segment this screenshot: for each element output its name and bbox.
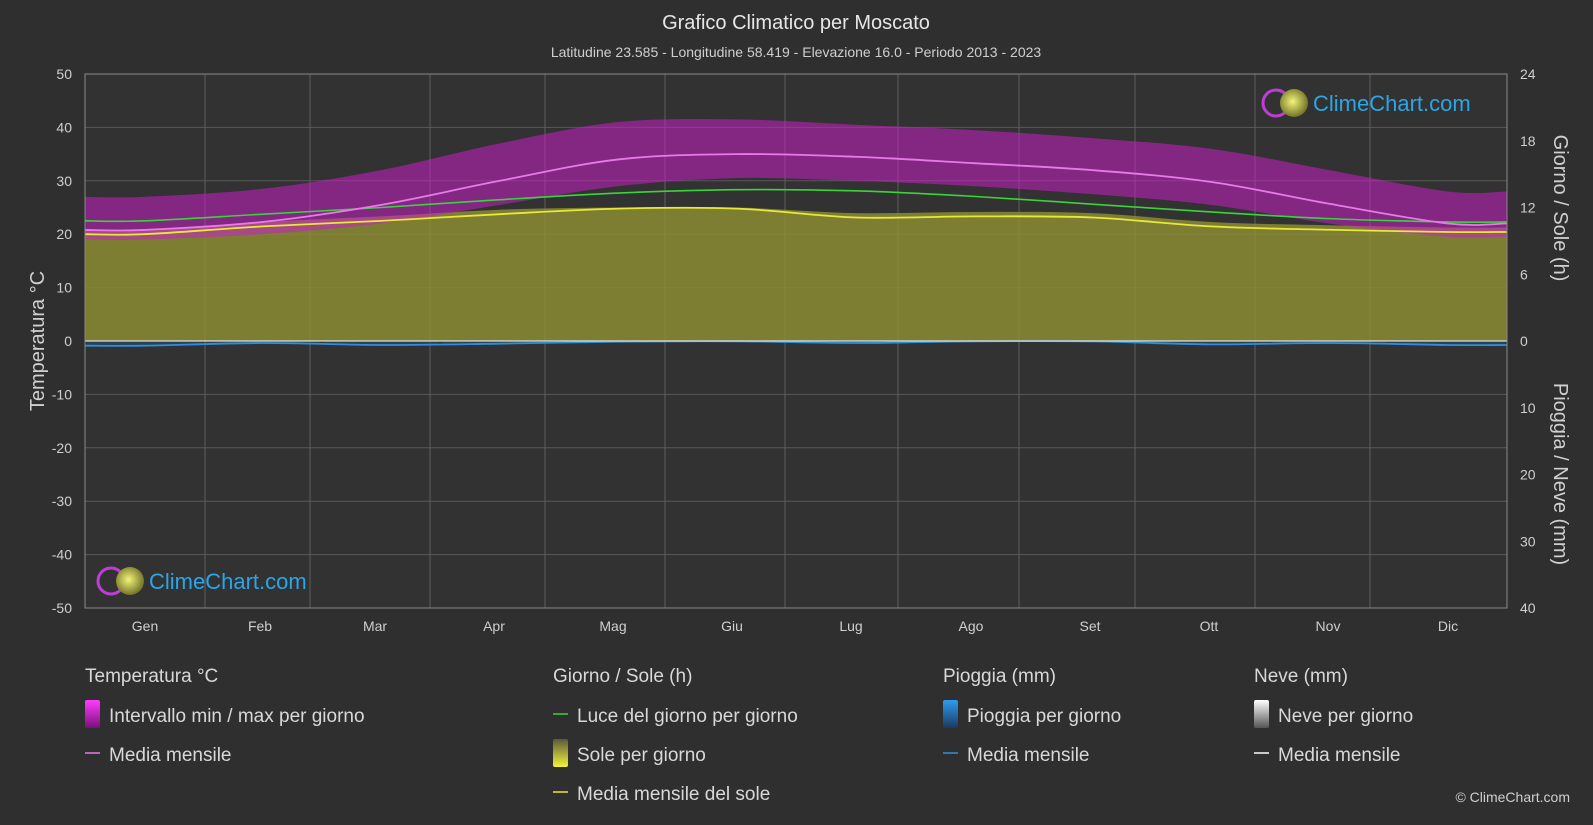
right-tick-label-mm: 10 <box>1520 400 1536 416</box>
legend-item-label: Media mensile <box>967 745 1090 766</box>
left-tick-label: -50 <box>52 600 72 616</box>
month-label: Set <box>1079 618 1100 634</box>
left-tick-label: 40 <box>56 119 72 135</box>
month-label: Lug <box>839 618 862 634</box>
right-tick-label-mm: 30 <box>1520 533 1536 549</box>
right-tick-label-hours: 0 <box>1520 333 1528 349</box>
right-tick-label-mm: 40 <box>1520 600 1536 616</box>
legend-item-label: Intervallo min / max per giorno <box>109 706 365 727</box>
legend-item-label: Media mensile del sole <box>577 784 770 805</box>
sunshine-mean-line <box>84 206 1508 236</box>
right-tick-label-hours: 18 <box>1520 133 1536 149</box>
rain-bar <box>205 341 320 344</box>
daylight-line <box>84 188 1508 224</box>
left-axis-title: Temperatura °C <box>27 271 49 411</box>
legend-heading: Giorno / Sole (h) <box>553 666 692 687</box>
rain-bar <box>442 341 557 344</box>
logo-text-bottom: ClimeChart.com <box>149 569 307 594</box>
rain-mean-line <box>84 340 1508 347</box>
plot-area: 50 40 30 20 10 0 -10 -20 -30 -40 -50 24 18 12 6 0 10 20 30… <box>52 66 1536 634</box>
rain-bar <box>1153 341 1268 345</box>
legend-item-label: Sole per giorno <box>577 745 706 766</box>
rain-bar <box>798 341 913 344</box>
legend-item-label: Pioggia per giorno <box>967 706 1121 727</box>
legend-gradient-swatch <box>943 700 958 728</box>
rain-bar <box>1272 341 1387 344</box>
legend-gradient-swatch <box>553 739 568 767</box>
month-label: Gen <box>132 618 158 634</box>
rain-bar <box>87 341 202 346</box>
plot-frame <box>84 73 1508 609</box>
legend: Temperatura °C Intervallo min / max per g… <box>85 666 1413 805</box>
logo-text-top: ClimeChart.com <box>1313 91 1471 116</box>
temperature-mean-line <box>84 153 1508 232</box>
sunshine-area <box>85 206 1507 341</box>
right-tick-label-hours: 12 <box>1520 200 1536 216</box>
month-label: Apr <box>483 618 505 634</box>
rain-bar <box>1390 341 1505 346</box>
left-tick-label: -40 <box>52 547 72 563</box>
right-axis-title-bottom: Pioggia / Neve (mm) <box>1549 383 1571 565</box>
legend-item-label: Media mensile <box>109 745 232 766</box>
temperature-range-band <box>85 118 1507 240</box>
month-label: Nov <box>1316 618 1341 634</box>
chart-title: Grafico Climatico per Moscato <box>662 12 930 34</box>
logo-top: ClimeChart.com <box>1261 88 1471 118</box>
month-label: Mag <box>599 618 626 634</box>
legend-heading: Temperatura °C <box>85 666 218 687</box>
legend-gradient-swatch <box>1254 700 1269 728</box>
legend-heading: Neve (mm) <box>1254 666 1348 687</box>
logo-sun-icon <box>1280 89 1308 117</box>
month-label: Dic <box>1438 618 1458 634</box>
month-label: Ott <box>1200 618 1219 634</box>
left-tick-label: -10 <box>52 386 72 402</box>
month-label: Ago <box>959 618 984 634</box>
month-label: Feb <box>248 618 272 634</box>
left-tick-label: -20 <box>52 440 72 456</box>
rain-bar <box>324 341 439 346</box>
legend-heading: Pioggia (mm) <box>943 666 1056 687</box>
logo-bottom: ClimeChart.com <box>96 566 307 596</box>
legend-item-label: Media mensile <box>1278 745 1401 766</box>
logo-sun-icon <box>116 567 144 595</box>
left-tick-label: 50 <box>56 66 72 82</box>
left-tick-label: 30 <box>56 173 72 189</box>
legend-item-label: Luce del giorno per giorno <box>577 706 798 727</box>
right-tick-label-mm: 20 <box>1520 467 1536 483</box>
right-tick-label-hours: 24 <box>1520 66 1536 82</box>
chart-subtitle: Latitudine 23.585 - Longitudine 58.419 -… <box>551 44 1042 60</box>
legend-item-label: Neve per giorno <box>1278 706 1413 727</box>
right-tick-label-hours: 6 <box>1520 266 1528 282</box>
copyright: © ClimeChart.com <box>1455 789 1570 805</box>
left-tick-label: -30 <box>52 493 72 509</box>
left-tick-label: 10 <box>56 280 72 296</box>
left-tick-label: 0 <box>64 333 72 349</box>
right-axis-title-top: Giorno / Sole (h) <box>1549 135 1571 282</box>
month-label: Mar <box>363 618 387 634</box>
month-label: Giu <box>721 618 743 634</box>
left-tick-label: 20 <box>56 226 72 242</box>
legend-gradient-swatch <box>85 700 100 728</box>
